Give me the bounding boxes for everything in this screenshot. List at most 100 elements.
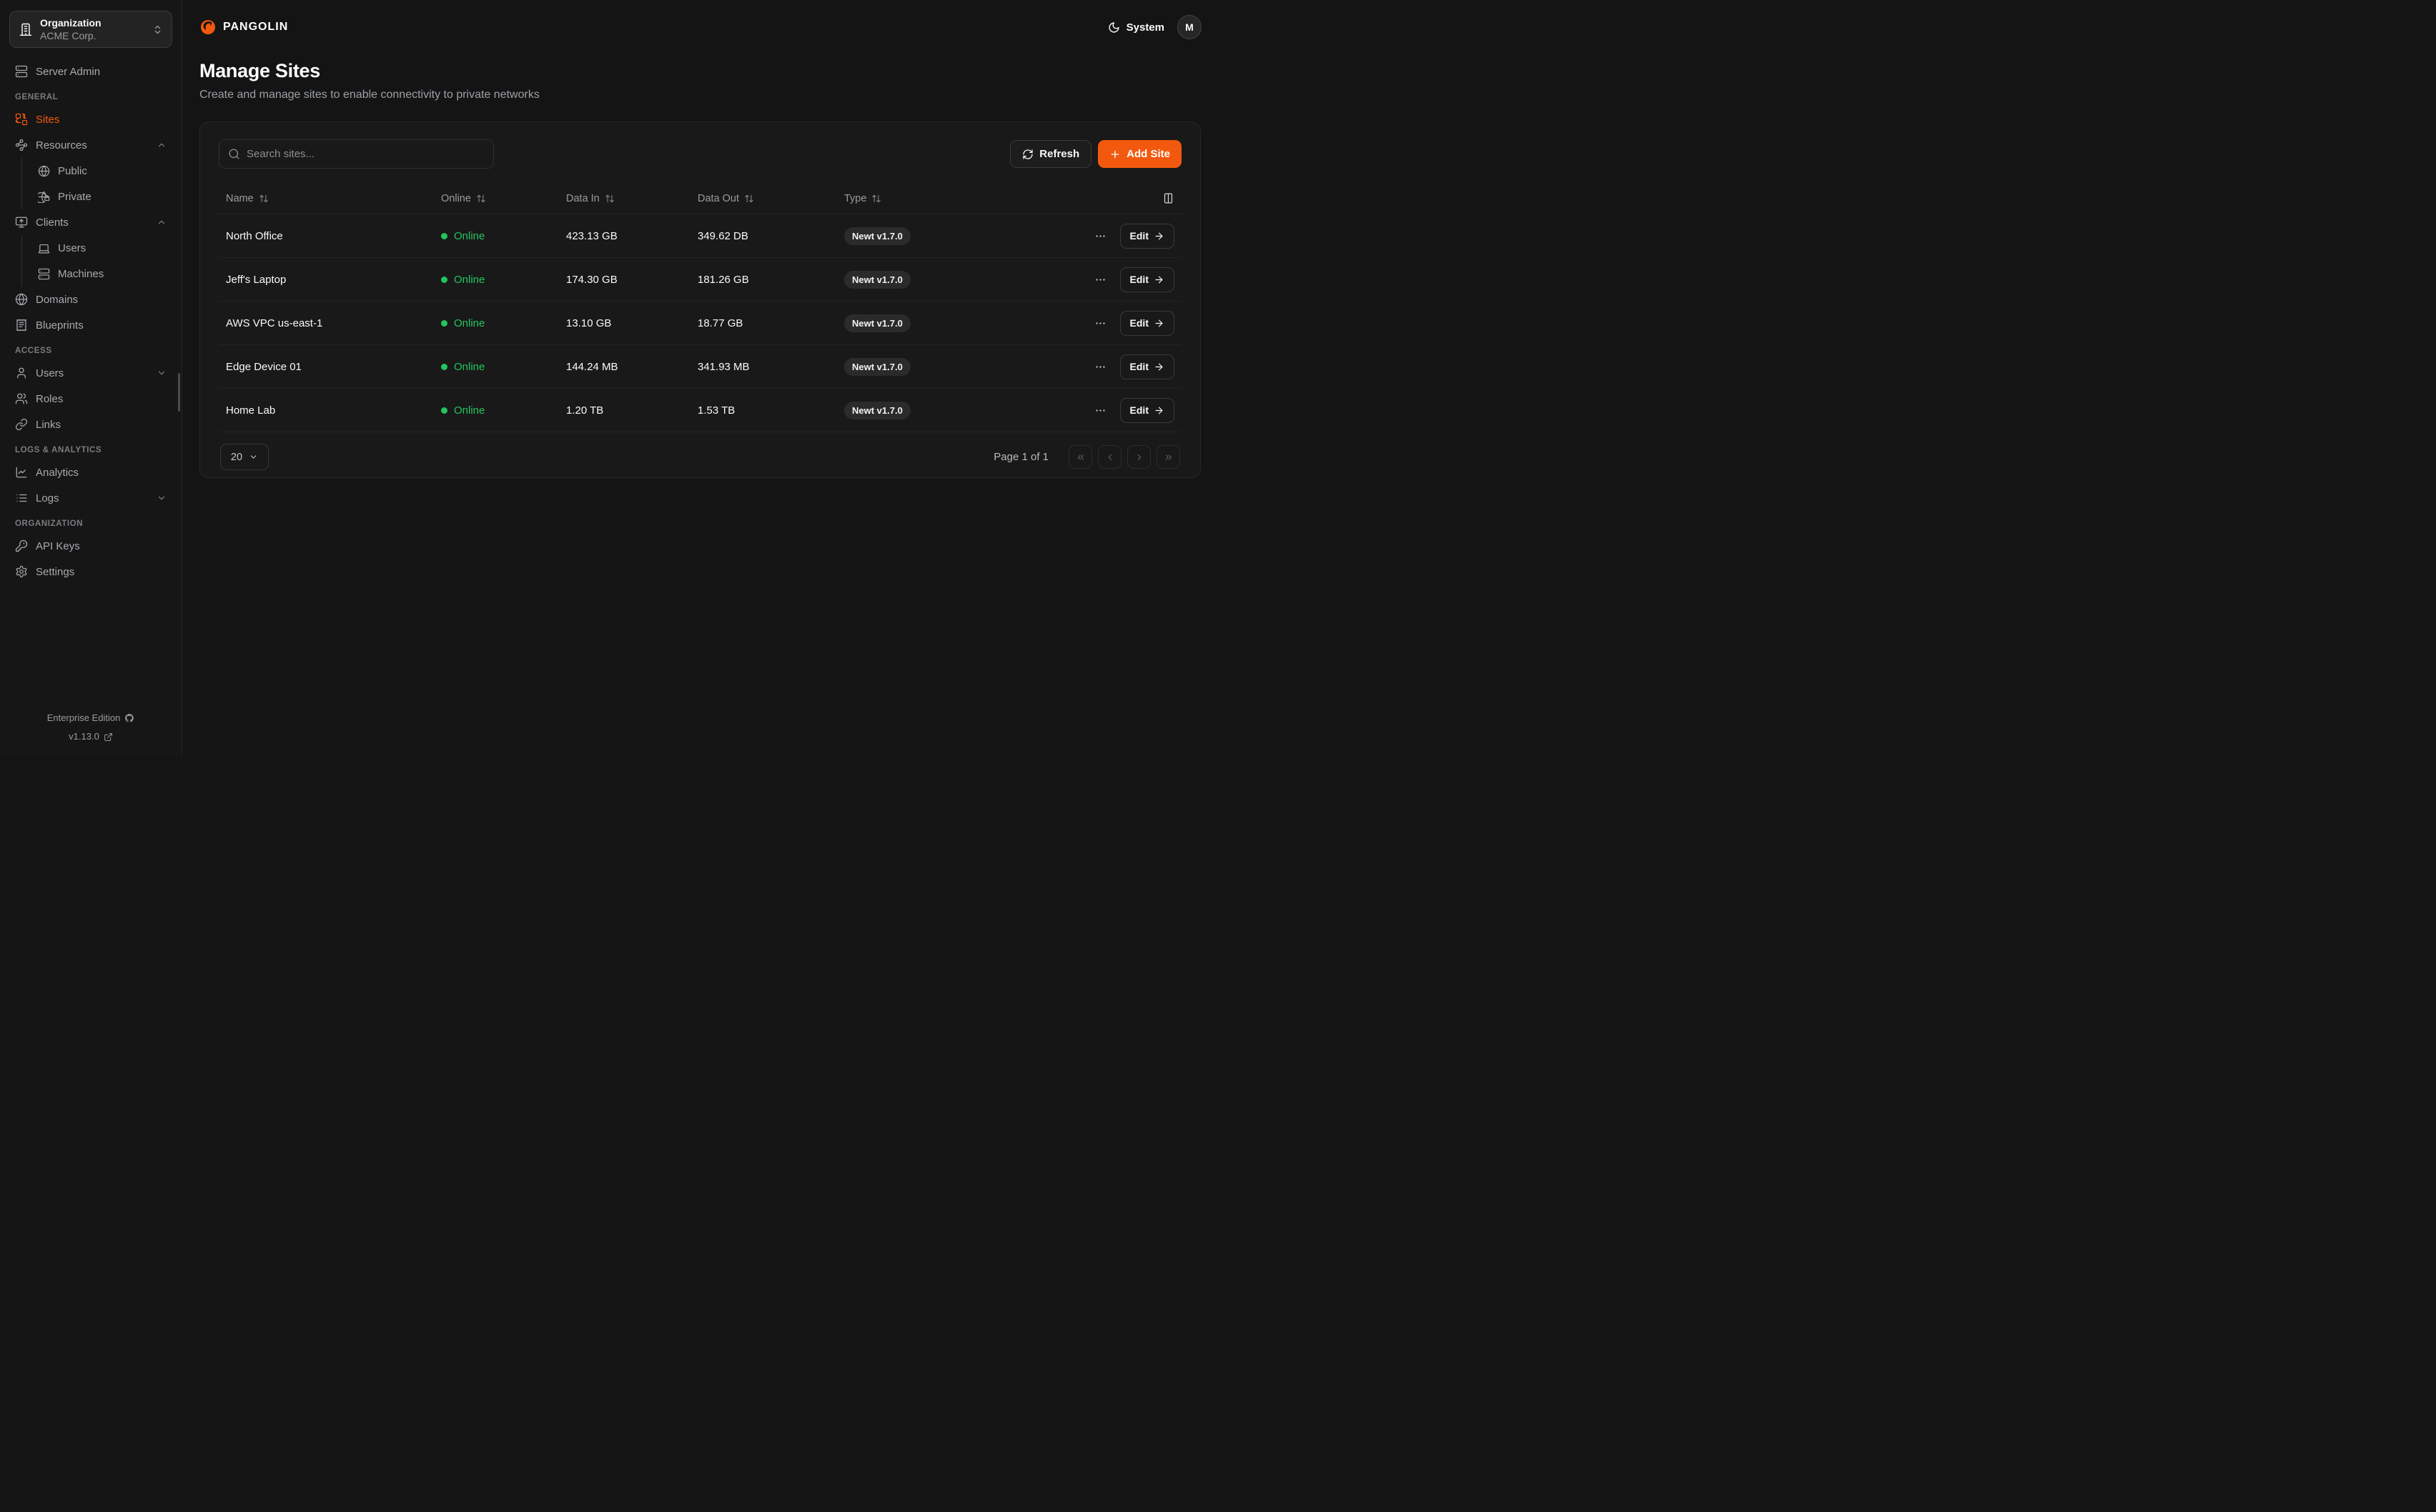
globe-lock-icon [38, 191, 50, 203]
column-header-data-in[interactable]: Data In [566, 193, 698, 204]
page-size-value: 20 [230, 451, 243, 463]
edit-button-label: Edit [1129, 230, 1149, 242]
row-menu-button[interactable] [1091, 271, 1109, 289]
online-dot-icon [441, 407, 447, 414]
row-menu-button[interactable] [1091, 358, 1109, 376]
data-out-value: 181.26 GB [698, 273, 749, 286]
org-switcher-value: ACME Corp. [40, 30, 96, 42]
sidebar-item-label: Blueprints [36, 319, 84, 332]
edit-button[interactable]: Edit [1119, 397, 1174, 423]
edit-button[interactable]: Edit [1119, 310, 1174, 336]
topbar: PANGOLIN System M [199, 0, 1202, 54]
status-badge: Online [441, 361, 566, 373]
org-switcher-text: Organization ACME Corp. [40, 16, 102, 42]
status-label: Online [454, 360, 485, 373]
sidebar-scrollbar-thumb[interactable] [178, 373, 180, 412]
resources-subnav: Public Private [21, 158, 172, 210]
column-header-online[interactable]: Online [441, 193, 566, 204]
sort-icon [605, 194, 615, 204]
sidebar-item-users[interactable]: Users [9, 360, 172, 386]
brand-logo[interactable]: PANGOLIN [199, 19, 288, 36]
sidebar-item-server-admin[interactable]: Server Admin [9, 59, 172, 84]
chevron-up-icon [157, 217, 167, 227]
sidebar-item-links[interactable]: Links [9, 412, 172, 437]
sidebar-item-client-users[interactable]: Users [26, 235, 172, 261]
version-row[interactable]: v1.13.0 [0, 727, 182, 746]
data-in-value: 144.24 MB [566, 360, 618, 373]
list-icon [15, 492, 28, 504]
sidebar-item-api-keys[interactable]: API Keys [9, 533, 172, 559]
next-page-button[interactable] [1127, 445, 1151, 469]
org-switcher-label: Organization [40, 17, 102, 29]
site-name: North Office [226, 229, 283, 242]
refresh-button[interactable]: Refresh [1010, 140, 1092, 168]
sidebar-item-machines[interactable]: Machines [26, 261, 172, 287]
search-input[interactable] [247, 148, 485, 160]
sidebar-item-resources[interactable]: Resources [9, 132, 172, 158]
chart-line-icon [15, 466, 28, 479]
sidebar-item-label: Public [58, 164, 87, 177]
org-switcher[interactable]: Organization ACME Corp. [9, 11, 172, 49]
sidebar-item-analytics[interactable]: Analytics [9, 459, 172, 485]
avatar[interactable]: M [1177, 15, 1202, 39]
theme-toggle[interactable]: System [1108, 21, 1164, 34]
last-page-button[interactable] [1157, 445, 1180, 469]
theme-toggle-label: System [1126, 21, 1164, 34]
sidebar-item-private[interactable]: Private [26, 184, 172, 209]
sidebar-item-sites[interactable]: Sites [9, 106, 172, 132]
plus-icon [1109, 149, 1121, 160]
status-badge: Online [441, 404, 566, 417]
row-menu-button[interactable] [1091, 402, 1109, 419]
page-head: Manage Sites Create and manage sites to … [199, 60, 1202, 101]
status-label: Online [454, 273, 485, 286]
sidebar-item-label: Users [58, 242, 86, 254]
row-menu-button[interactable] [1091, 314, 1109, 332]
sidebar-item-label: Private [58, 190, 91, 203]
search-icon [228, 148, 240, 160]
edit-button-label: Edit [1129, 274, 1149, 285]
data-out-value: 18.77 GB [698, 317, 743, 329]
type-badge: Newt v1.7.0 [844, 314, 911, 332]
github-icon [124, 713, 134, 723]
status-badge: Online [441, 274, 566, 286]
edit-button[interactable]: Edit [1119, 223, 1174, 249]
edition-label: Enterprise Edition [46, 712, 121, 723]
edition-row[interactable]: Enterprise Edition [0, 709, 182, 727]
arrow-right-icon [1154, 362, 1164, 372]
chevron-down-icon [157, 368, 167, 378]
previous-page-button[interactable] [1098, 445, 1122, 469]
data-out-value: 341.93 MB [698, 360, 750, 373]
type-cell: Newt v1.7.0 [844, 314, 1053, 332]
avatar-initial: M [1185, 21, 1194, 33]
edit-button[interactable]: Edit [1119, 354, 1174, 379]
sidebar-item-domains[interactable]: Domains [9, 287, 172, 312]
column-header-name[interactable]: Name [226, 193, 441, 204]
row-menu-button[interactable] [1091, 227, 1109, 245]
sidebar-item-label: API Keys [36, 539, 80, 552]
sidebar-item-label: Users [36, 367, 64, 379]
sidebar-item-roles[interactable]: Roles [9, 386, 172, 412]
add-site-button[interactable]: Add Site [1098, 140, 1182, 168]
edit-button[interactable]: Edit [1119, 267, 1174, 292]
sidebar-item-blueprints[interactable]: Blueprints [9, 312, 172, 338]
sidebar-item-label: Analytics [36, 466, 79, 479]
column-header-data-out[interactable]: Data Out [698, 193, 844, 204]
first-page-button[interactable] [1069, 445, 1092, 469]
section-title-access: ACCESS [15, 347, 52, 356]
sidebar-item-public[interactable]: Public [26, 158, 172, 184]
main-content: PANGOLIN System M Manage Sites Create an… [182, 0, 1218, 756]
topbar-right: System M [1108, 15, 1202, 39]
sidebar-nav: Server Admin GENERAL Sites Resources [9, 59, 172, 585]
sidebar-item-settings[interactable]: Settings [9, 559, 172, 585]
data-in-value: 174.30 GB [566, 273, 618, 286]
sidebar-item-clients[interactable]: Clients [9, 209, 172, 235]
column-visibility-button[interactable] [1053, 192, 1174, 204]
table-row: Jeff's Laptop Online 174.30 GB 181.26 GB… [219, 258, 1182, 302]
page-size-select[interactable]: 20 [220, 444, 269, 470]
page-subtitle: Create and manage sites to enable connec… [199, 89, 540, 101]
table-row: AWS VPC us-east-1 Online 13.10 GB 18.77 … [219, 302, 1182, 345]
globe-icon [38, 165, 50, 177]
row-actions: Edit [1053, 223, 1174, 249]
column-header-type[interactable]: Type [844, 193, 1053, 204]
sidebar-item-logs[interactable]: Logs [9, 485, 172, 511]
